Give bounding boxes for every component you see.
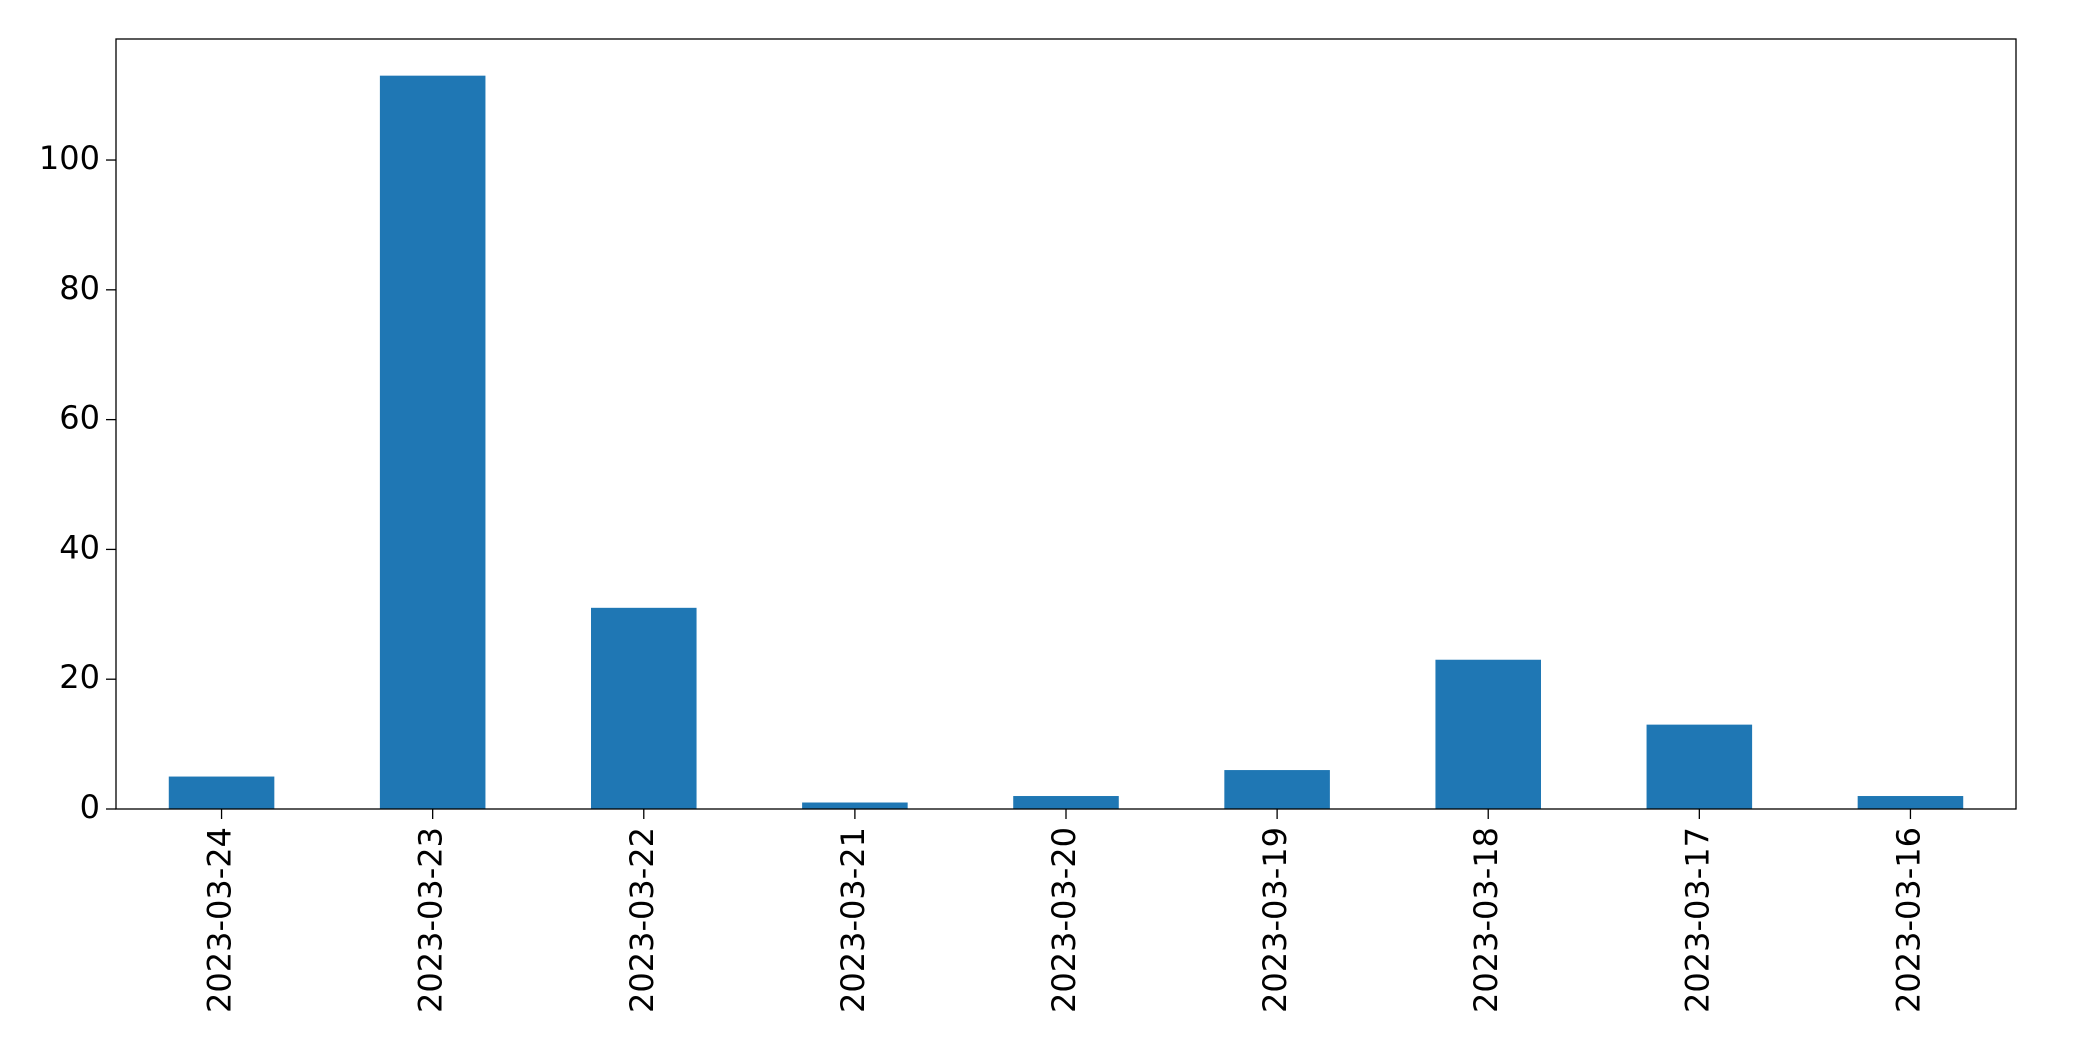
bar [1435, 659, 1541, 809]
y-tick-label: 60 [59, 399, 100, 437]
bar [1224, 770, 1330, 809]
x-tick-label: 2023-03-24 [201, 827, 239, 1013]
bar [1857, 796, 1964, 809]
bar [1013, 796, 1119, 809]
y-tick-label: 0 [80, 788, 100, 826]
bar [591, 607, 697, 809]
x-tick-label: 2023-03-17 [1678, 827, 1716, 1013]
bar [1646, 724, 1753, 809]
x-tick-label: 2023-03-16 [1889, 827, 1927, 1013]
x-tick-label: 2023-03-21 [834, 827, 872, 1013]
x-tick-label: 2023-03-23 [412, 827, 450, 1013]
plot-frame [115, 38, 2017, 810]
x-tick-label: 2023-03-22 [623, 827, 661, 1013]
y-tick-label: 80 [59, 269, 100, 307]
bar [168, 776, 275, 809]
y-tick-label: 40 [59, 528, 100, 566]
x-tick-label: 2023-03-18 [1467, 827, 1505, 1013]
bar [379, 75, 486, 809]
y-tick-label: 20 [59, 658, 100, 696]
x-tick-label: 2023-03-19 [1256, 827, 1294, 1013]
y-tick-label: 100 [39, 139, 100, 177]
x-tick-label: 2023-03-20 [1045, 827, 1083, 1013]
bar [802, 802, 908, 809]
